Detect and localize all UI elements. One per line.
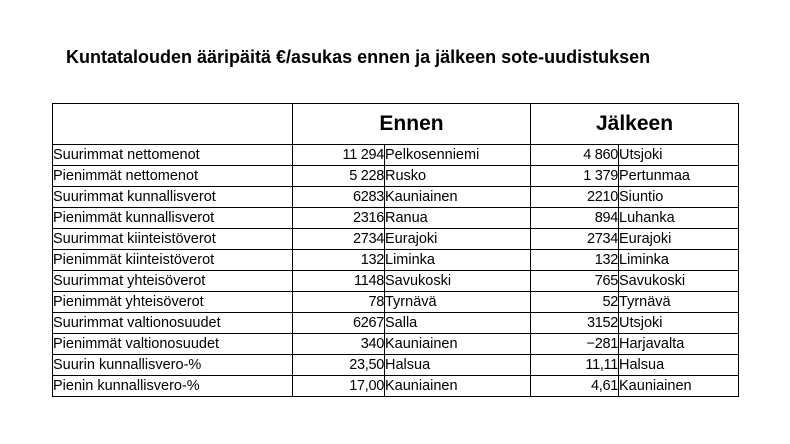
row-label: Pienimmät valtionosuudet [52, 333, 293, 355]
table-row: Suurimmat nettomenot 11 294 Pelkosenniemi 4… [52, 144, 740, 166]
before-value: 2734 [292, 228, 385, 250]
after-value: 52 [530, 291, 620, 313]
before-value: 23,50 [292, 354, 385, 376]
after-value: −281 [530, 333, 620, 355]
before-municipality: Tyrnävä [383, 291, 532, 313]
table-row: Pienimmät kiinteistöverot 132 Liminka 132 Li… [52, 249, 740, 271]
table-row: Pienimmät yhteisöverot 78 Tyrnävä 52 Tyrnävä [52, 291, 740, 313]
row-label: Suurin kunnallisvero-% [52, 354, 293, 376]
table-row: Pienimmät nettomenot 5 228 Rusko 1 379 Pertu… [52, 165, 740, 187]
table-row: Suurimmat yhteisöverot 1148 Savukoski 765 Sa… [52, 270, 740, 292]
table-header-row: Ennen Jälkeen [52, 103, 740, 145]
after-municipality: Liminka [618, 249, 740, 271]
after-value: 2210 [530, 186, 620, 208]
after-municipality: Utsjoki [618, 144, 740, 166]
header-after: Jälkeen [530, 103, 740, 145]
before-municipality: Liminka [383, 249, 532, 271]
before-municipality: Rusko [383, 165, 532, 187]
row-label: Suurimmat kunnallisverot [52, 186, 293, 208]
after-municipality: Kauniainen [618, 375, 740, 397]
after-value: 4 860 [530, 144, 620, 166]
before-value: 6267 [292, 312, 385, 334]
after-municipality: Savukoski [618, 270, 740, 292]
before-municipality: Salla [383, 312, 532, 334]
after-value: 3152 [530, 312, 620, 334]
row-label: Suurimmat yhteisöverot [52, 270, 293, 292]
after-value: 765 [530, 270, 620, 292]
before-value: 1148 [292, 270, 385, 292]
after-municipality: Eurajoki [618, 228, 740, 250]
table-row: Pienimmät kunnallisverot 2316 Ranua 894 Luha… [52, 207, 740, 229]
header-corner-cell [52, 103, 293, 145]
before-value: 132 [292, 249, 385, 271]
header-before: Ennen [291, 103, 532, 145]
row-label: Suurimmat kiinteistöverot [52, 228, 293, 250]
after-municipality: Utsjoki [618, 312, 740, 334]
before-municipality: Pelkosenniemi [383, 144, 532, 166]
before-value: 2316 [292, 207, 385, 229]
after-municipality: Siuntio [618, 186, 740, 208]
table-row: Suurimmat valtionosuudet 6267 Salla 3152 Uts… [52, 312, 740, 334]
row-label: Pienimmät kiinteistöverot [52, 249, 293, 271]
before-value: 340 [292, 333, 385, 355]
before-value: 17,00 [292, 375, 385, 397]
before-municipality: Savukoski [383, 270, 532, 292]
table-row: Suurin kunnallisvero-% 23,50 Halsua 11,11 Ha… [52, 354, 740, 376]
after-municipality: Halsua [618, 354, 740, 376]
after-municipality: Luhanka [618, 207, 740, 229]
row-label: Pienimmät kunnallisverot [52, 207, 293, 229]
table-row: Suurimmat kiinteistöverot 2734 Eurajoki 273… [52, 228, 740, 250]
before-municipality: Eurajoki [383, 228, 532, 250]
after-value: 1 379 [530, 165, 620, 187]
after-value: 2734 [530, 228, 620, 250]
before-municipality: Kauniainen [383, 375, 532, 397]
comparison-table: Ennen Jälkeen Suurimmat nettomenot 11 294… [52, 103, 740, 397]
after-municipality: Pertunmaa [618, 165, 740, 187]
row-label: Pienimmät yhteisöverot [52, 291, 293, 313]
before-value: 11 294 [292, 144, 385, 166]
table-row: Pienin kunnallisvero-% 17,00 Kauniainen 4,6… [52, 375, 740, 397]
after-municipality: Tyrnävä [618, 291, 740, 313]
row-label: Suurimmat nettomenot [52, 144, 293, 166]
row-label: Pienin kunnallisvero-% [52, 375, 293, 397]
after-municipality: Harjavalta [618, 333, 740, 355]
row-label: Pienimmät nettomenot [52, 165, 293, 187]
before-value: 78 [292, 291, 385, 313]
before-value: 5 228 [292, 165, 385, 187]
table-row: Suurimmat kunnallisverot 6283 Kauniainen 22… [52, 186, 740, 208]
after-value: 4,61 [530, 375, 620, 397]
before-municipality: Halsua [383, 354, 532, 376]
document-title: Kuntatalouden ääripäitä €/asukas ennen j… [66, 47, 651, 67]
table-row: Pienimmät valtionosuudet 340 Kauniainen −28… [52, 333, 740, 355]
after-value: 11,11 [530, 354, 620, 376]
before-municipality: Ranua [383, 207, 532, 229]
after-value: 132 [530, 249, 620, 271]
before-municipality: Kauniainen [383, 186, 532, 208]
before-municipality: Kauniainen [383, 333, 532, 355]
row-label: Suurimmat valtionosuudet [52, 312, 293, 334]
table-body: Suurimmat nettomenot 11 294 Pelkosenniemi 4… [52, 144, 740, 397]
before-value: 6283 [292, 186, 385, 208]
after-value: 894 [530, 207, 620, 229]
